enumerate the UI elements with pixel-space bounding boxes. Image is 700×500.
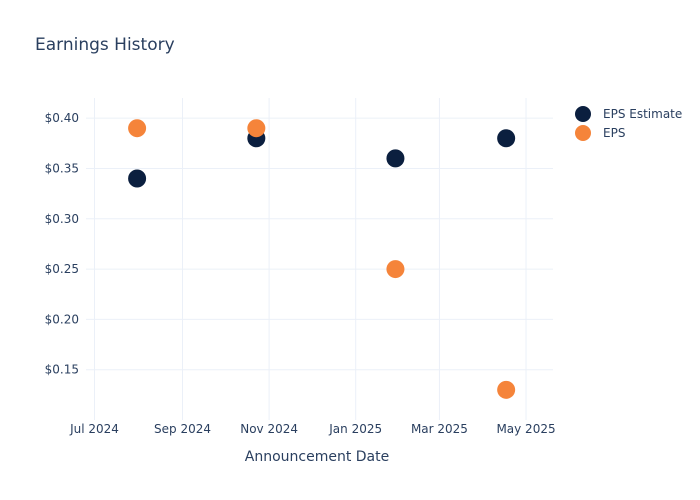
- grid: [86, 98, 553, 420]
- series-eps-estimate: [128, 129, 516, 188]
- legend-marker: [575, 106, 591, 122]
- data-point[interactable]: [128, 119, 147, 138]
- data-point[interactable]: [128, 169, 147, 188]
- data-point[interactable]: [497, 380, 516, 399]
- y-tick-label: $0.20: [45, 312, 79, 326]
- legend-item[interactable]: EPS Estimate: [575, 106, 682, 122]
- y-tick-label: $0.25: [45, 262, 79, 276]
- legend-label: EPS Estimate: [603, 107, 682, 121]
- legend-label: EPS: [603, 126, 625, 140]
- x-axis-title: Announcement Date: [245, 449, 389, 465]
- x-tick-label: Sep 2024: [154, 422, 211, 436]
- data-points: [128, 119, 516, 399]
- legend-marker: [575, 125, 591, 141]
- y-tick-label: $0.15: [45, 363, 79, 377]
- y-tick-label: $0.40: [45, 111, 79, 125]
- x-tick-label: Mar 2025: [411, 422, 468, 436]
- series-eps: [128, 119, 516, 399]
- chart-title: Earnings History: [35, 35, 175, 55]
- data-point[interactable]: [497, 129, 516, 148]
- x-tick-label: Jul 2024: [69, 422, 119, 436]
- legend-item[interactable]: EPS: [575, 125, 625, 141]
- x-tick-label: Nov 2024: [240, 422, 298, 436]
- data-point[interactable]: [386, 149, 405, 168]
- x-tick-label: Jan 2025: [328, 422, 382, 436]
- legend: EPS Estimate EPS: [575, 106, 682, 141]
- y-tick-label: $0.30: [45, 212, 79, 226]
- x-tick-label: May 2025: [496, 422, 555, 436]
- data-point[interactable]: [386, 260, 405, 279]
- data-point[interactable]: [247, 119, 266, 138]
- axis-ticks: Jul 2024 Sep 2024 Nov 2024 Jan 2025 Mar 2025…: [45, 111, 556, 436]
- y-tick-label: $0.35: [45, 161, 79, 175]
